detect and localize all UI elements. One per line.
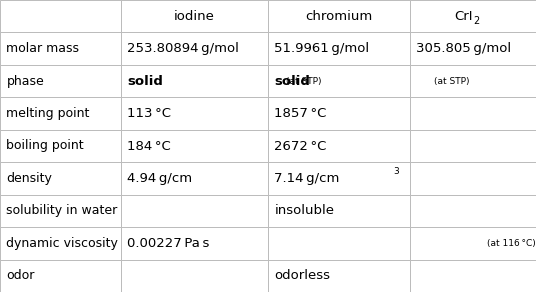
Text: insoluble: insoluble bbox=[274, 204, 334, 217]
Text: (at STP): (at STP) bbox=[434, 77, 469, 86]
Bar bbox=[268, 162, 410, 195]
Text: solubility in water: solubility in water bbox=[6, 204, 118, 217]
Text: 2: 2 bbox=[474, 16, 480, 27]
Bar bbox=[410, 162, 536, 195]
Bar bbox=[0, 227, 121, 260]
Text: boiling point: boiling point bbox=[6, 140, 84, 152]
Bar bbox=[410, 0, 536, 32]
Text: (at STP): (at STP) bbox=[286, 77, 322, 86]
Text: odor: odor bbox=[6, 269, 35, 282]
Bar bbox=[410, 32, 536, 65]
Text: 253.80894 g/mol: 253.80894 g/mol bbox=[127, 42, 239, 55]
Bar bbox=[0, 130, 121, 162]
Bar bbox=[121, 260, 268, 292]
Bar bbox=[410, 195, 536, 227]
Bar bbox=[0, 97, 121, 130]
Text: melting point: melting point bbox=[6, 107, 90, 120]
Text: 4.94 g/cm: 4.94 g/cm bbox=[127, 172, 192, 185]
Text: 7.14 g/cm: 7.14 g/cm bbox=[274, 172, 340, 185]
Bar bbox=[121, 162, 268, 195]
Text: 305.805 g/mol: 305.805 g/mol bbox=[416, 42, 511, 55]
Bar bbox=[0, 260, 121, 292]
Bar bbox=[410, 65, 536, 97]
Bar bbox=[0, 0, 121, 32]
Bar bbox=[410, 97, 536, 130]
Bar bbox=[268, 130, 410, 162]
Text: density: density bbox=[6, 172, 53, 185]
Bar bbox=[268, 32, 410, 65]
Bar bbox=[121, 32, 268, 65]
Bar bbox=[121, 227, 268, 260]
Bar bbox=[0, 32, 121, 65]
Text: (at 116 °C): (at 116 °C) bbox=[487, 239, 535, 248]
Text: 51.9961 g/mol: 51.9961 g/mol bbox=[274, 42, 369, 55]
Text: chromium: chromium bbox=[306, 10, 373, 23]
Text: molar mass: molar mass bbox=[6, 42, 79, 55]
Text: 1857 °C: 1857 °C bbox=[274, 107, 327, 120]
Text: CrI: CrI bbox=[455, 10, 473, 23]
Bar bbox=[268, 195, 410, 227]
Bar bbox=[268, 97, 410, 130]
Bar bbox=[410, 130, 536, 162]
Bar bbox=[121, 195, 268, 227]
Text: solid: solid bbox=[274, 75, 310, 88]
Text: 0.00227 Pa s: 0.00227 Pa s bbox=[127, 237, 210, 250]
Bar bbox=[410, 227, 536, 260]
Text: solid: solid bbox=[127, 75, 163, 88]
Bar bbox=[121, 97, 268, 130]
Bar bbox=[410, 260, 536, 292]
Bar bbox=[0, 162, 121, 195]
Text: odorless: odorless bbox=[274, 269, 330, 282]
Text: phase: phase bbox=[6, 75, 44, 88]
Bar bbox=[268, 227, 410, 260]
Bar bbox=[121, 0, 268, 32]
Bar bbox=[268, 260, 410, 292]
Bar bbox=[121, 130, 268, 162]
Bar bbox=[268, 65, 410, 97]
Bar bbox=[0, 65, 121, 97]
Bar bbox=[268, 0, 410, 32]
Bar bbox=[0, 195, 121, 227]
Text: 113 °C: 113 °C bbox=[127, 107, 171, 120]
Text: iodine: iodine bbox=[174, 10, 215, 23]
Text: dynamic viscosity: dynamic viscosity bbox=[6, 237, 118, 250]
Bar bbox=[121, 65, 268, 97]
Text: 184 °C: 184 °C bbox=[127, 140, 171, 152]
Text: 3: 3 bbox=[393, 167, 399, 176]
Text: 2672 °C: 2672 °C bbox=[274, 140, 327, 152]
